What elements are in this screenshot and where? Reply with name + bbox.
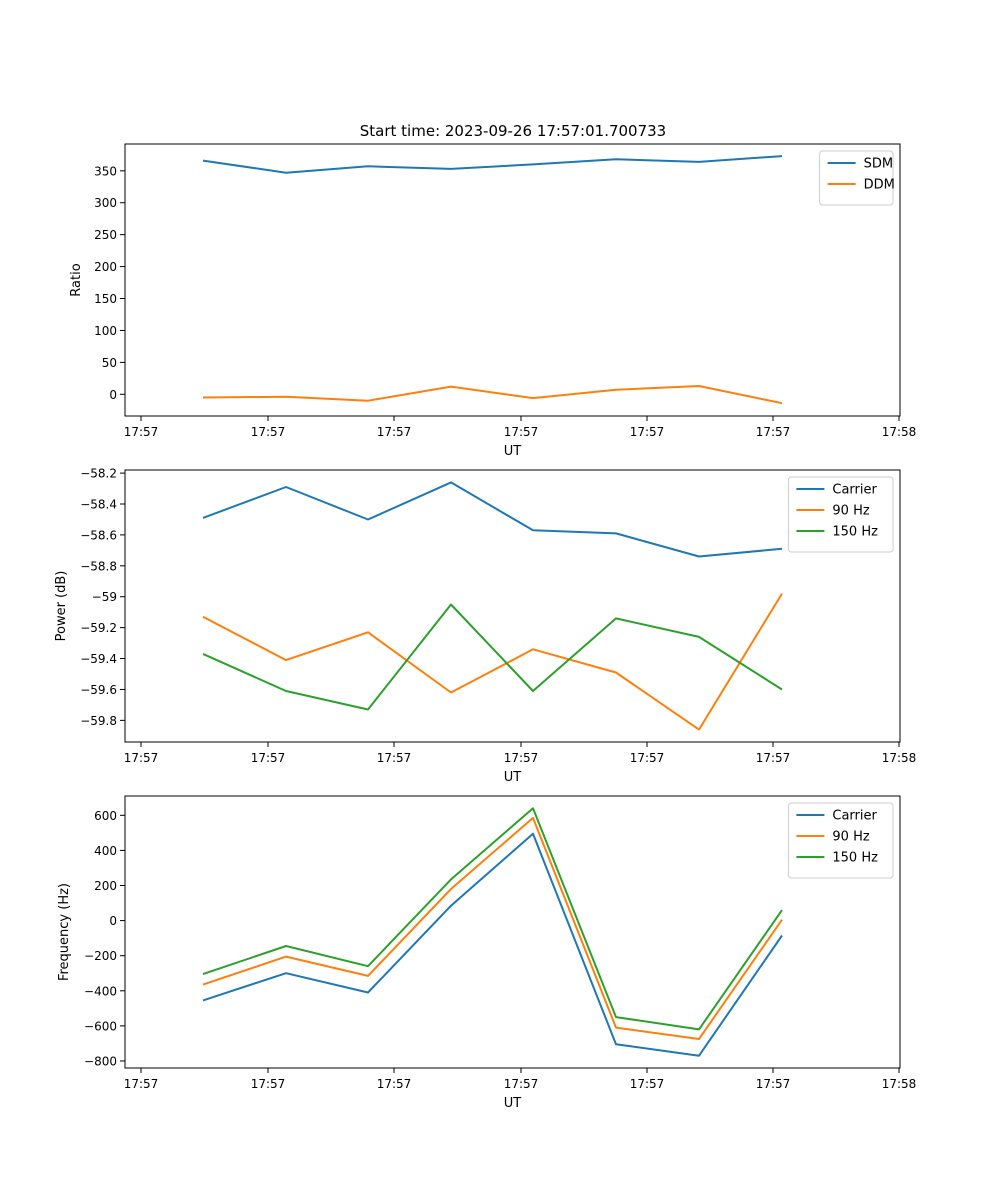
y-tick-label: 300: [94, 196, 117, 210]
series-line-90-hz: [202, 816, 783, 1040]
x-tick-label: 17:57: [504, 1077, 539, 1091]
x-tick-label: 17:58: [882, 425, 917, 439]
y-tick-label: 150: [94, 292, 117, 306]
series-line-carrier: [202, 481, 783, 558]
legend: Carrier 90 Hz 150 Hz: [787, 802, 894, 879]
x-axis-label: UT: [504, 444, 522, 459]
x-tick-label: 17:57: [630, 425, 665, 439]
y-tick-label: 200: [94, 879, 117, 893]
y-tick-label: 250: [94, 228, 117, 242]
y-axis-label: Ratio: [69, 263, 84, 296]
chart-panel-1: 17:57 17:57 17:57 17:57 17:57 17:57 17:58 0 50 10…: [69, 143, 917, 459]
x-tick-label: 17:57: [756, 751, 791, 765]
x-axis-label: UT: [504, 1096, 522, 1111]
legend-label-150-hz: 150 Hz: [832, 525, 878, 540]
legend: Carrier 90 Hz 150 Hz: [787, 476, 894, 553]
legend-box: [787, 802, 894, 879]
legend-label-90-hz: 90 Hz: [832, 830, 869, 845]
x-tick-label: 17:57: [630, 751, 665, 765]
series-line-150-hz: [202, 603, 783, 711]
legend: SDM DDM: [819, 150, 895, 206]
y-tick-label: 100: [94, 324, 117, 338]
y-tick-label: −58.2: [80, 467, 117, 481]
x-tick-label: 17:57: [377, 425, 412, 439]
y-tick-label: −58.4: [80, 498, 117, 512]
x-tick-label: 17:57: [251, 425, 286, 439]
x-tick-label: 17:57: [377, 751, 412, 765]
y-tick-label: −59.4: [80, 652, 117, 666]
x-tick-label: 17:58: [882, 751, 917, 765]
axes-frame: [124, 143, 901, 417]
y-tick-label: 50: [102, 356, 117, 370]
x-tick-label: 17:57: [756, 1077, 791, 1091]
y-tick-label: −58.8: [80, 559, 117, 573]
series-line-carrier: [202, 832, 783, 1057]
y-tick-label: −200: [84, 949, 117, 963]
y-axis-label: Frequency (Hz): [57, 883, 72, 981]
x-tick-label: 17:57: [124, 425, 159, 439]
x-axis-label: UT: [504, 770, 522, 785]
legend-box: [819, 150, 894, 206]
chart-panel-2: 17:57 17:57 17:57 17:57 17:57 17:57 17:58 −58.2…: [54, 467, 916, 785]
x-tick-label: 17:57: [504, 751, 539, 765]
series-line-90-hz: [202, 593, 783, 731]
y-tick-label: −59: [92, 590, 117, 604]
y-tick-label: −800: [84, 1054, 117, 1068]
x-tick-label: 17:57: [124, 1077, 159, 1091]
x-tick-label: 17:57: [251, 1077, 286, 1091]
series-line-150-hz: [202, 807, 783, 1031]
y-tick-label: −59.2: [80, 621, 117, 635]
x-tick-label: 17:57: [756, 425, 791, 439]
y-tick-label: −59.8: [80, 714, 117, 728]
legend-label-sdm: SDM: [864, 157, 893, 172]
y-tick-label: 600: [94, 809, 117, 823]
legend-label-carrier: Carrier: [832, 483, 877, 498]
y-axis-label: Power (dB): [54, 571, 69, 642]
y-tick-label: 200: [94, 260, 117, 274]
legend-label-ddm: DDM: [864, 178, 895, 193]
legend-label-150-hz: 150 Hz: [832, 851, 878, 866]
x-tick-label: 17:57: [251, 751, 286, 765]
y-tick-label: −58.6: [80, 528, 117, 542]
legend-box: [787, 476, 894, 553]
x-tick-label: 17:57: [630, 1077, 665, 1091]
legend-label-90-hz: 90 Hz: [832, 504, 869, 519]
x-tick-label: 17:57: [124, 751, 159, 765]
x-tick-label: 17:58: [882, 1077, 917, 1091]
figure-title: Start time: 2023-09-26 17:57:01.700733: [360, 122, 666, 140]
y-tick-label: 0: [109, 914, 117, 928]
legend-label-carrier: Carrier: [832, 809, 877, 824]
chart-panel-3: 17:57 17:57 17:57 17:57 17:57 17:57 17:58 600 40…: [57, 795, 917, 1111]
x-tick-label: 17:57: [504, 425, 539, 439]
axes-frame: [124, 469, 901, 743]
y-tick-label: 400: [94, 844, 117, 858]
series-line-sdm: [202, 155, 783, 174]
y-tick-label: −59.6: [80, 683, 117, 697]
x-tick-label: 17:57: [377, 1077, 412, 1091]
series-line-ddm: [202, 385, 783, 405]
y-tick-label: 0: [109, 388, 117, 402]
y-tick-label: −400: [84, 984, 117, 998]
y-tick-label: 350: [94, 164, 117, 178]
y-tick-label: −600: [84, 1019, 117, 1033]
axes-frame: [124, 795, 901, 1069]
